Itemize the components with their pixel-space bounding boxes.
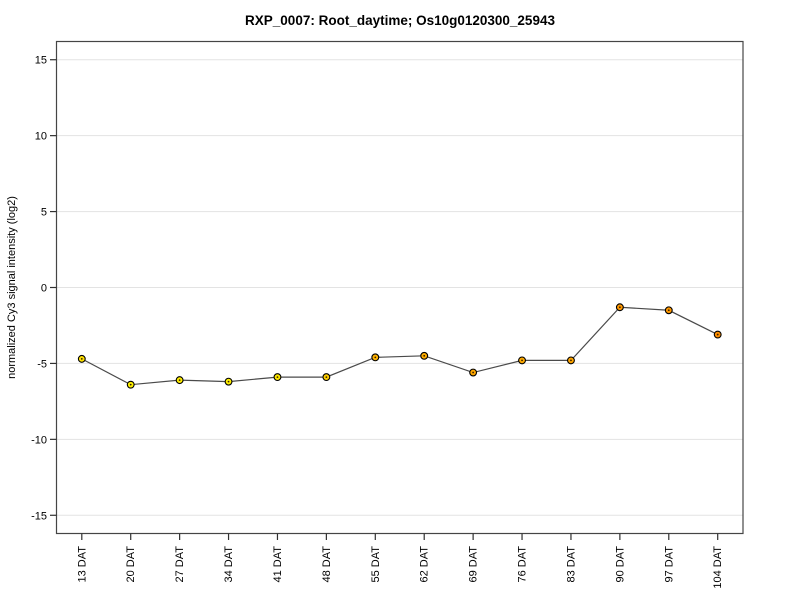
x-tick-label: 41 DAT (272, 546, 284, 583)
y-tick-label: -15 (31, 510, 47, 522)
y-axis-label: normalized Cy3 signal intensity (log2) (6, 196, 18, 379)
chart-title: RXP_0007: Root_daytime; Os10g0120300_259… (245, 13, 555, 28)
plot-area: 15 10 5 0 -5 -10 -15 13 DAT 20 DAT 27 DAT 34 DAT 41… (31, 40, 744, 589)
x-tick-label: 83 DAT (565, 546, 577, 583)
data-point-center (716, 333, 719, 336)
x-tick-label: 13 DAT (76, 546, 88, 583)
data-point-center (227, 380, 230, 383)
data-point-center (178, 379, 181, 382)
x-tick-label: 97 DAT (663, 546, 675, 583)
x-tick-label: 34 DAT (223, 546, 235, 583)
data-point-center (129, 383, 132, 386)
y-tick-label: -5 (37, 358, 47, 370)
data-point-center (667, 309, 670, 312)
y-tick-label: -10 (31, 434, 47, 446)
data-point-center (618, 306, 621, 309)
x-tick-label: 20 DAT (125, 546, 137, 583)
data-point-center (276, 376, 279, 378)
x-tick-label: 27 DAT (174, 546, 186, 583)
y-tick-label: 15 (35, 55, 47, 67)
x-tick-label: 48 DAT (321, 546, 333, 583)
data-line (81, 306, 718, 386)
data-point-center (80, 357, 83, 360)
data-point-center (570, 359, 572, 362)
data-point-center (325, 376, 328, 378)
x-tick-label: 55 DAT (370, 546, 382, 583)
data-point-center (374, 356, 377, 359)
data-point-center (423, 354, 426, 357)
y-tick-label: 0 (41, 283, 47, 295)
x-tick-label: 69 DAT (468, 546, 480, 583)
x-tick-label: 90 DAT (614, 546, 626, 583)
y-tick-label: 5 (41, 207, 47, 219)
x-tick-label: 76 DAT (517, 546, 529, 583)
y-tick-label: 10 (35, 131, 47, 143)
data-point-center (521, 359, 523, 362)
x-tick-label: 104 DAT (712, 546, 724, 589)
x-tick-label: 62 DAT (419, 546, 431, 583)
data-point-center (472, 371, 475, 374)
